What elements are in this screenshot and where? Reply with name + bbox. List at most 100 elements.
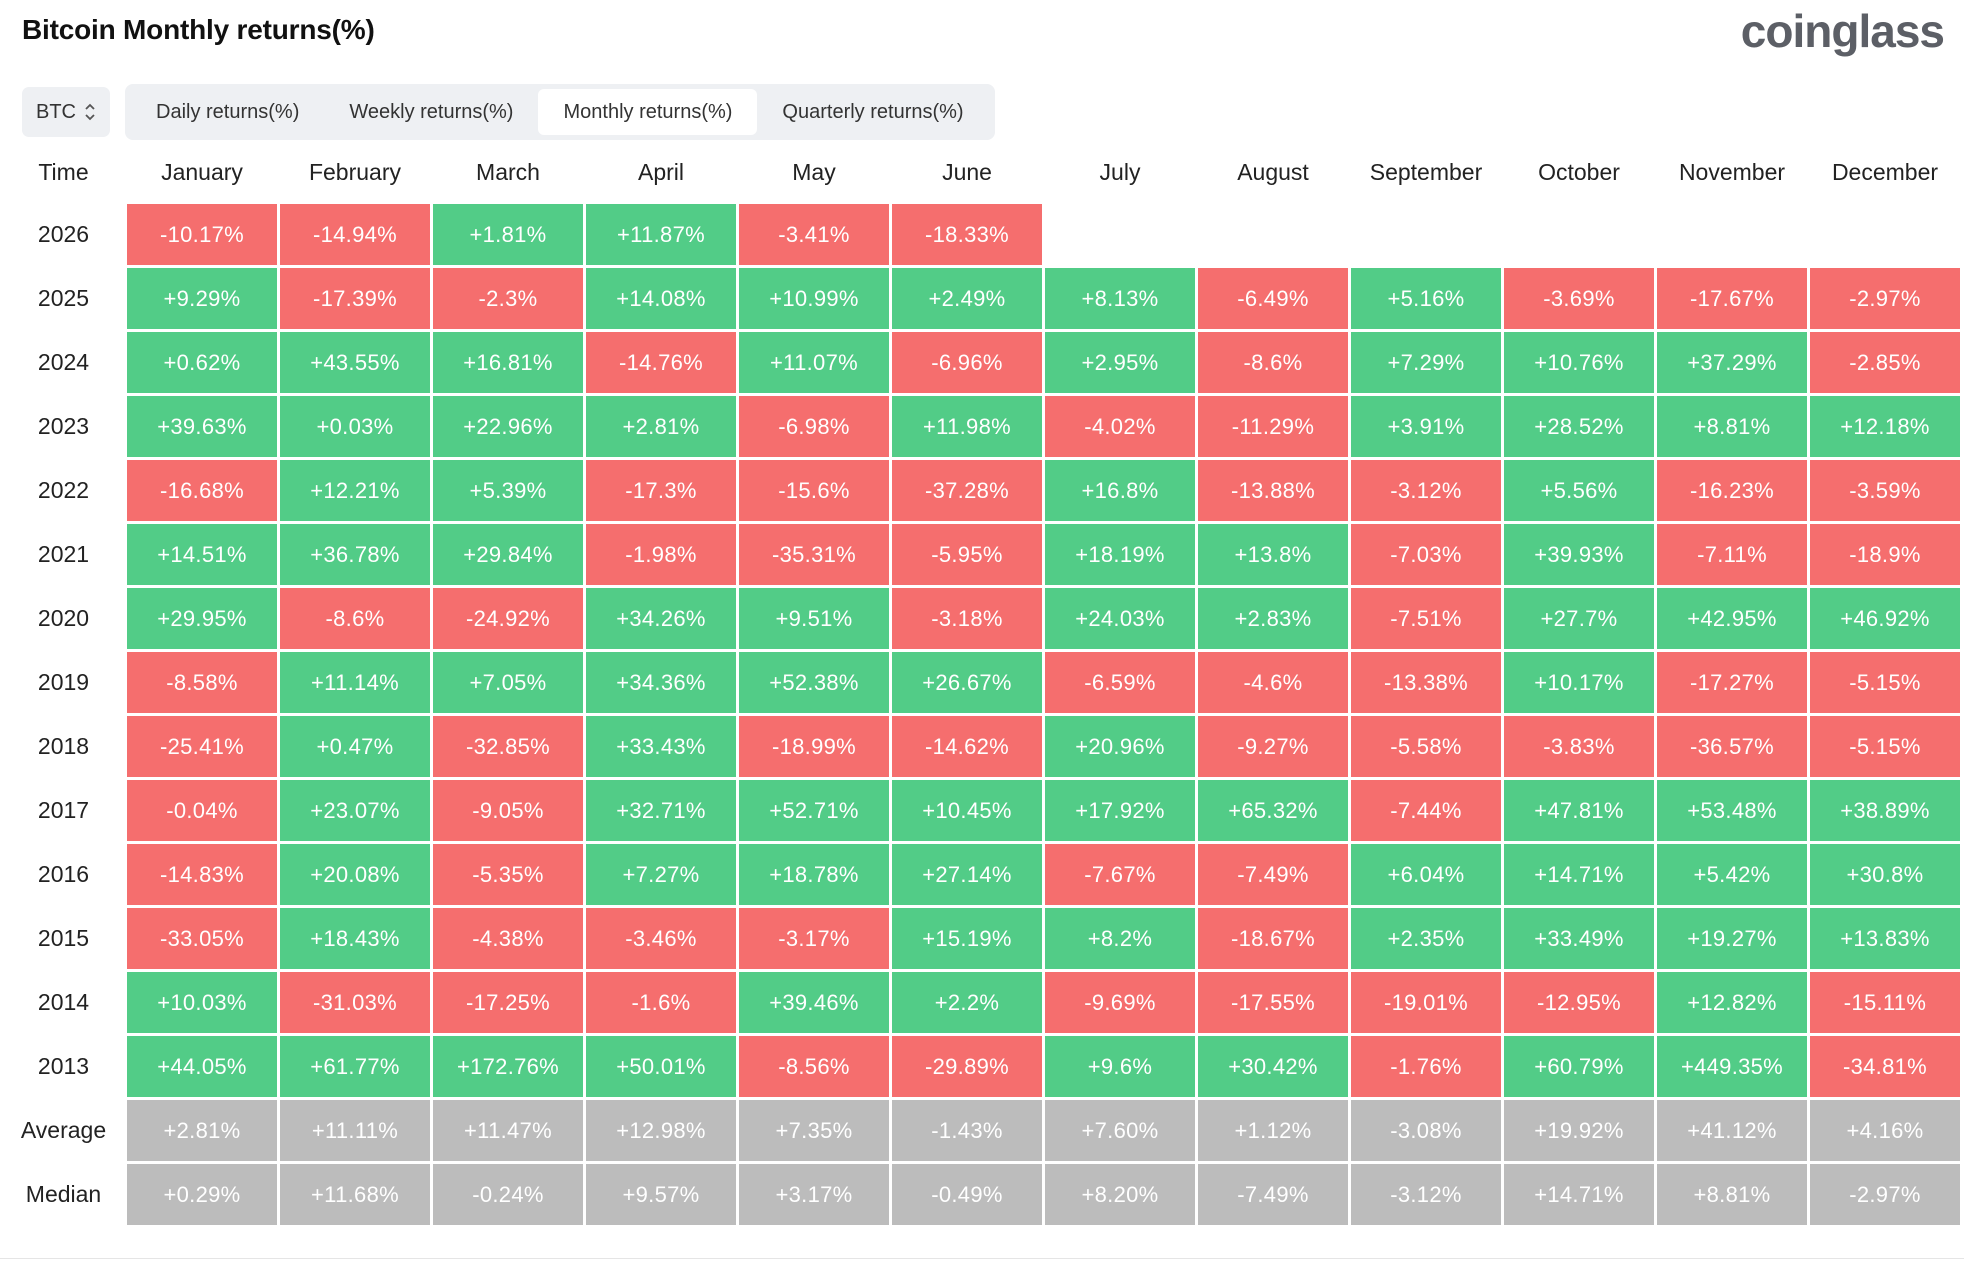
return-cell: -8.6% (280, 588, 430, 649)
return-cell: -4.38% (433, 908, 583, 969)
return-cell (1657, 204, 1807, 265)
return-cell: +9.51% (739, 588, 889, 649)
return-cell: +12.18% (1810, 396, 1960, 457)
table-row: 2016 -14.83% +20.08% -5.35% +7.27% +18.78% +27… (0, 844, 1963, 905)
column-header-time: Time (38, 158, 89, 185)
return-cell: +27.14% (892, 844, 1042, 905)
return-cell: -3.17% (739, 908, 889, 969)
return-cell: +30.8% (1810, 844, 1960, 905)
tab-weekly-returns[interactable]: Weekly returns(%) (349, 100, 514, 123)
summary-cell: +41.12% (1657, 1100, 1807, 1161)
return-cell: -19.01% (1351, 972, 1501, 1033)
return-cell (1504, 204, 1654, 265)
return-cell: +37.29% (1657, 332, 1807, 393)
toolbar: BTC Daily returns(%) Weekly returns(%) M… (22, 84, 995, 140)
summary-cell: +4.16% (1810, 1100, 1960, 1161)
return-cell: -5.35% (433, 844, 583, 905)
table-row: 2020 +29.95% -8.6% -24.92% +34.26% +9.51% -3.1… (0, 588, 1963, 649)
row-year-label: 2023 (37, 413, 90, 439)
return-cell: +5.39% (433, 460, 583, 521)
summary-cell: +11.68% (280, 1164, 430, 1225)
tab-monthly-returns[interactable]: Monthly returns(%) (538, 89, 758, 135)
return-cell: +32.71% (586, 780, 736, 841)
summary-cell: +12.98% (586, 1100, 736, 1161)
summary-cell: -7.49% (1198, 1164, 1348, 1225)
return-cell: +8.81% (1657, 396, 1807, 457)
tab-daily-returns[interactable]: Daily returns(%) (156, 100, 300, 123)
return-cell: +28.52% (1504, 396, 1654, 457)
return-cell: -17.27% (1657, 652, 1807, 713)
return-cell: +17.92% (1045, 780, 1195, 841)
row-year-label: 2017 (37, 797, 90, 823)
column-header-april: April (637, 158, 684, 185)
return-cell: +172.76% (433, 1036, 583, 1097)
return-cell: -14.94% (280, 204, 430, 265)
summary-row-median: Median +0.29% +11.68% -0.24% +9.57% +3.17% -0.… (0, 1164, 1963, 1225)
tab-quarterly-returns[interactable]: Quarterly returns(%) (782, 100, 964, 123)
return-cell: -2.97% (1810, 268, 1960, 329)
return-cell: -0.04% (127, 780, 277, 841)
return-cell (1810, 204, 1960, 265)
summary-cell: +11.11% (280, 1100, 430, 1161)
return-cell: +14.08% (586, 268, 736, 329)
return-cell: -9.69% (1045, 972, 1195, 1033)
return-cell: -15.11% (1810, 972, 1960, 1033)
return-cell: -6.49% (1198, 268, 1348, 329)
return-cell: -1.76% (1351, 1036, 1501, 1097)
return-cell: -31.03% (280, 972, 430, 1033)
return-cell: -13.38% (1351, 652, 1501, 713)
table-row: 2017 -0.04% +23.07% -9.05% +32.71% +52.71% +10… (0, 780, 1963, 841)
return-cell: -5.15% (1810, 716, 1960, 777)
return-cell: +46.92% (1810, 588, 1960, 649)
return-cell (1351, 204, 1501, 265)
column-header-march: March (476, 158, 540, 185)
return-cell: +5.42% (1657, 844, 1807, 905)
return-cell: -1.98% (586, 524, 736, 585)
returns-tabs: Daily returns(%) Weekly returns(%) Month… (125, 84, 995, 140)
summary-cell: -3.08% (1351, 1100, 1501, 1161)
row-year-label: 2024 (37, 349, 90, 375)
return-cell: +39.46% (739, 972, 889, 1033)
return-cell: +15.19% (892, 908, 1042, 969)
return-cell: -34.81% (1810, 1036, 1960, 1097)
summary-label: Average (20, 1117, 107, 1143)
return-cell: +24.03% (1045, 588, 1195, 649)
column-header-september: September (1369, 158, 1483, 185)
return-cell: -18.33% (892, 204, 1042, 265)
return-cell: +33.43% (586, 716, 736, 777)
table-row: 2023 +39.63% +0.03% +22.96% +2.81% -6.98% +11.… (0, 396, 1963, 457)
table-row: 2025 +9.29% -17.39% -2.3% +14.08% +10.99% +2.4… (0, 268, 1963, 329)
return-cell: +30.42% (1198, 1036, 1348, 1097)
summary-cell: -3.12% (1351, 1164, 1501, 1225)
return-cell: -3.18% (892, 588, 1042, 649)
table-header-row: Time January February March April May June July… (0, 150, 1963, 194)
return-cell: +60.79% (1504, 1036, 1654, 1097)
return-cell: +10.17% (1504, 652, 1654, 713)
summary-cell: +14.71% (1504, 1164, 1654, 1225)
row-year-label: 2025 (37, 285, 90, 311)
divider (0, 1258, 1964, 1259)
return-cell: +12.21% (280, 460, 430, 521)
return-cell: +18.43% (280, 908, 430, 969)
column-header-october: October (1538, 158, 1620, 185)
coin-select[interactable]: BTC (22, 87, 110, 137)
return-cell: +2.81% (586, 396, 736, 457)
return-cell: +7.05% (433, 652, 583, 713)
return-cell: +34.26% (586, 588, 736, 649)
chevron-updown-icon (84, 102, 96, 122)
summary-cell: +0.29% (127, 1164, 277, 1225)
return-cell: +12.82% (1657, 972, 1807, 1033)
return-cell: +61.77% (280, 1036, 430, 1097)
return-cell: +19.27% (1657, 908, 1807, 969)
return-cell: -13.88% (1198, 460, 1348, 521)
page-title: Bitcoin Monthly returns(%) (22, 14, 375, 45)
return-cell: +0.47% (280, 716, 430, 777)
return-cell: -14.76% (586, 332, 736, 393)
return-cell: -14.83% (127, 844, 277, 905)
table-row: 2013 +44.05% +61.77% +172.76% +50.01% -8.56% -… (0, 1036, 1963, 1097)
column-header-june: June (942, 158, 992, 185)
return-cell: +13.83% (1810, 908, 1960, 969)
return-cell: +10.76% (1504, 332, 1654, 393)
summary-cell: +7.60% (1045, 1100, 1195, 1161)
